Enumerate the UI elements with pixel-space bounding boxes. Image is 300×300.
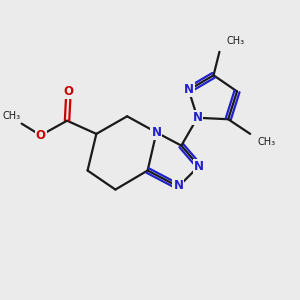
Text: CH₃: CH₃ [2,111,20,121]
Text: O: O [36,129,46,142]
Text: CH₃: CH₃ [227,36,245,46]
Text: CH₃: CH₃ [257,137,276,147]
Text: N: N [184,83,194,96]
Text: N: N [152,126,161,139]
Text: N: N [173,179,183,192]
Text: N: N [194,160,204,172]
Text: N: N [192,111,203,124]
Text: O: O [64,85,74,98]
